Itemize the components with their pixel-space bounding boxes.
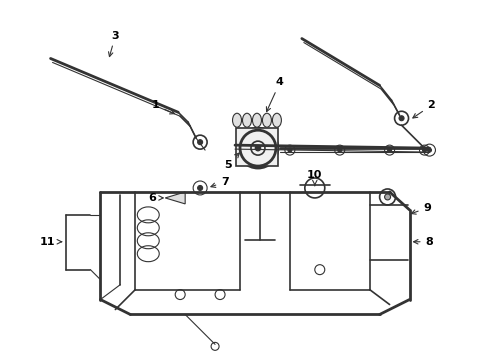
Ellipse shape xyxy=(242,113,251,127)
Circle shape xyxy=(255,146,260,150)
Text: 7: 7 xyxy=(210,177,228,188)
Bar xyxy=(236,128,277,166)
Text: 4: 4 xyxy=(266,77,283,112)
Circle shape xyxy=(337,148,341,152)
Polygon shape xyxy=(165,192,185,204)
Circle shape xyxy=(197,185,202,190)
Text: 6: 6 xyxy=(148,193,163,203)
Circle shape xyxy=(422,148,426,152)
Ellipse shape xyxy=(272,113,281,127)
Circle shape xyxy=(387,148,391,152)
Ellipse shape xyxy=(232,113,241,127)
Circle shape xyxy=(398,116,403,121)
Text: 8: 8 xyxy=(413,237,432,247)
Text: 2: 2 xyxy=(412,100,434,118)
Text: 5: 5 xyxy=(224,153,239,170)
Circle shape xyxy=(254,145,261,151)
Text: 10: 10 xyxy=(306,170,322,186)
Ellipse shape xyxy=(252,113,261,127)
Circle shape xyxy=(384,194,390,200)
Text: 3: 3 xyxy=(108,31,119,57)
Ellipse shape xyxy=(262,113,271,127)
Circle shape xyxy=(427,148,430,152)
Text: 11: 11 xyxy=(40,237,61,247)
Circle shape xyxy=(197,140,202,145)
Circle shape xyxy=(287,148,291,152)
Text: 9: 9 xyxy=(410,203,430,214)
Text: 1: 1 xyxy=(151,100,174,114)
